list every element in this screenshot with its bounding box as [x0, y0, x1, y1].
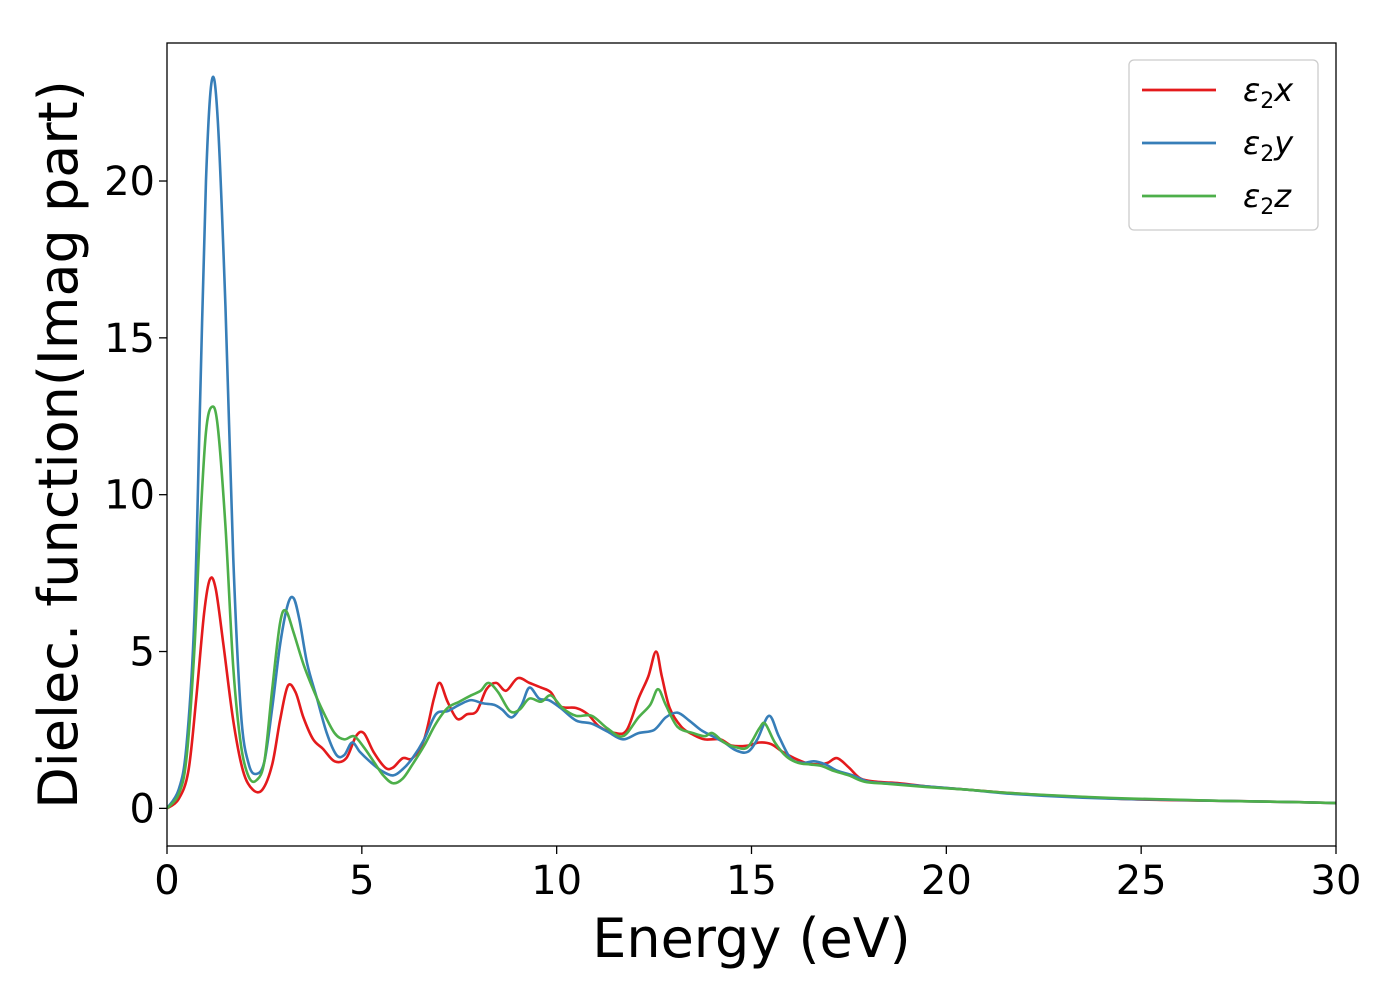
y-axis: 0 5 10 15 20: [104, 159, 167, 832]
y-tick-label: 10: [104, 473, 155, 519]
legend-box: [1128, 59, 1319, 231]
x-tick-label: 25: [1116, 858, 1167, 904]
y-tick-label: 20: [104, 159, 155, 205]
x-tick-label: 0: [154, 858, 179, 904]
series-line-z: [167, 405, 1336, 810]
legend-label-z: ε2z: [1243, 177, 1292, 220]
x-tick-label: 5: [349, 858, 374, 904]
series-line-y: [167, 75, 1336, 810]
x-axis: 0 5 10 15 20 25 30: [154, 846, 1361, 904]
legend-label-x: ε2x: [1243, 71, 1294, 114]
x-tick-label: 20: [921, 858, 972, 904]
y-tick-label: 15: [104, 316, 155, 362]
y-tick-label: 0: [130, 786, 155, 832]
series-line-x: [167, 576, 1336, 810]
series-layer: [167, 75, 1336, 810]
legend: ε2x ε2y ε2z: [1128, 59, 1319, 231]
x-tick-label: 10: [531, 858, 582, 904]
x-tick-label: 15: [726, 858, 777, 904]
x-tick-label: 30: [1311, 858, 1362, 904]
legend-label-y: ε2y: [1243, 124, 1294, 167]
y-axis-label: Dielec. function(Imag part): [27, 80, 90, 809]
y-tick-label: 5: [130, 630, 155, 676]
x-axis-label: Energy (eV): [592, 907, 911, 970]
